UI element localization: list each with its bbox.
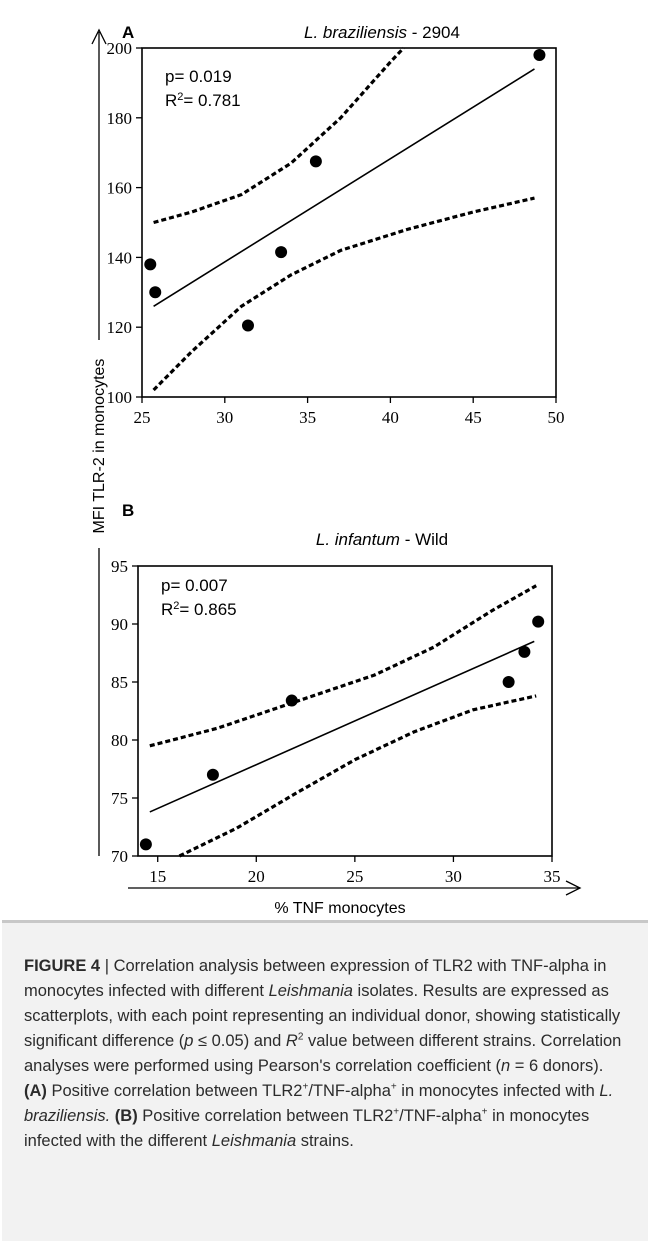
panel-b-data-point (532, 615, 545, 628)
caption-text: = 6 donors). (510, 1057, 604, 1075)
panel-b-fit (149, 640, 535, 813)
caption-text: Correlation analysis between expression … (24, 957, 607, 1000)
panel-a-p-value: p= 0.019 (165, 67, 232, 86)
panel-b-ticks: 15 20 25 30 35 70 75 80 85 90 95 (111, 557, 561, 886)
caption-figure-label: FIGURE 4 (24, 957, 101, 975)
caption-separator: | (100, 957, 114, 975)
panel-a-data-point (533, 48, 546, 61)
panel-b: B L. infantum - Wild 15 20 25 30 35 70 75 80 85 9… (111, 501, 561, 886)
panel-b-data-point (518, 645, 531, 658)
figure-4: A L. braziliensis - 2904 25 30 35 40 45 50 100… (91, 23, 582, 917)
caption-text: isolates. Results are expressed as scatt… (24, 982, 621, 1050)
panel-b-data-point (206, 768, 219, 781)
x-axis-arrow-head (565, 880, 582, 896)
panel-b-plot-frame (137, 565, 553, 857)
caption-text: ≤ 0.05) and (193, 1032, 286, 1050)
panel-a-y-tick-label: 160 (107, 179, 133, 198)
panel-b-r-squared: R2= 0.865 (161, 600, 237, 619)
panel-b-data-point (502, 676, 515, 688)
panel-b-y-tick-label: 75 (111, 789, 128, 808)
panel-b-ci-upper (149, 584, 537, 748)
caption-text: in monocytes infected with the different (24, 1107, 590, 1150)
caption-italic: Leishmania (211, 1132, 297, 1150)
panel-a-points (144, 48, 546, 332)
panel-b-y-tick-label: 90 (111, 615, 128, 634)
panel-b-x-tick-label: 20 (248, 867, 265, 886)
panel-a-ci-lower (152, 196, 535, 392)
panel-a-ci-upper (153, 46, 405, 225)
y-axis-label: MFI TLR-2 in monocytes (91, 359, 108, 534)
panel-a-data-point (309, 155, 322, 168)
panel-a-x-tick-label: 45 (465, 408, 482, 427)
caption-text: Positive correlation between TLR2 (137, 1107, 394, 1125)
panel-a: A L. braziliensis - 2904 25 30 35 40 45 50 100… (107, 23, 565, 427)
figure-caption: FIGURE 4 | Correlation analysis between … (24, 954, 630, 1154)
panel-b-y-tick-label: 85 (111, 673, 128, 692)
caption-superscript: + (481, 1106, 488, 1118)
panel-b-x-tick-label: 15 (149, 867, 166, 886)
panel-a-title: L. braziliensis - 2904 (304, 23, 460, 42)
panel-a-y-tick-label: 180 (107, 109, 133, 128)
caption-box (2, 920, 648, 1241)
panel-a-y-tick-label: 120 (107, 318, 133, 337)
panel-b-x-tick-label: 25 (346, 867, 363, 886)
panel-b-p-value: p= 0.007 (161, 576, 228, 595)
panel-b-data-point (139, 838, 152, 851)
panel-a-y-tick-label: 200 (107, 39, 133, 58)
caption-superscript: 2 (297, 1031, 304, 1043)
panel-b-y-tick-label: 95 (111, 557, 128, 576)
caption-text: /TNF-alpha (308, 1082, 391, 1100)
panel-b-points (139, 615, 545, 851)
panel-b-y-tick-label: 70 (111, 847, 128, 866)
panel-a-x-tick-label: 50 (548, 408, 565, 427)
panel-b-data-point (285, 694, 298, 707)
panel-a-ticks: 25 30 35 40 45 50 100 120 140 160 180 200 (107, 39, 565, 427)
panel-a-plot-frame (141, 47, 557, 398)
caption-superscript: + (393, 1106, 400, 1118)
caption-text: in monocytes infected with (396, 1082, 600, 1100)
panel-b-x-tick-label: 35 (544, 867, 561, 886)
panel-b-title: L. infantum - Wild (316, 530, 448, 549)
caption-text: value between different strains. Correla… (24, 1032, 622, 1075)
panel-a-label: A (122, 23, 134, 42)
panel-a-data-point (144, 258, 157, 271)
panel-a-y-tick-label: 140 (107, 248, 133, 267)
caption-text: Positive correlation between TLR2 (46, 1082, 303, 1100)
panel-a-x-tick-label: 30 (216, 408, 233, 427)
caption-text: /TNF-alpha (399, 1107, 482, 1125)
caption-text: strains. (296, 1132, 354, 1150)
panel-b-y-tick-label: 80 (111, 731, 128, 750)
panel-a-x-tick-label: 40 (382, 408, 399, 427)
panel-a-fit (153, 68, 535, 307)
caption-panel-ref: (A) (24, 1082, 47, 1100)
shared-y-axis: MFI TLR-2 in monocytes (91, 28, 108, 856)
y-axis-arrow-head (91, 28, 107, 45)
shared-x-axis: % TNF monocytes (128, 880, 582, 917)
panel-a-regression-line (153, 68, 535, 307)
panel-a-confidence-bands (152, 46, 535, 392)
panel-b-x-tick-label: 30 (445, 867, 462, 886)
panel-a-data-point (149, 286, 162, 299)
panel-b-ci-lower (178, 694, 537, 858)
caption-italic: Leishmania (268, 982, 353, 1000)
panel-b-label: B (122, 501, 134, 520)
panel-a-r-squared: R2= 0.781 (165, 91, 241, 110)
x-axis-label: % TNF monocytes (274, 900, 405, 917)
panel-a-data-point (241, 319, 254, 332)
caption-superscript: + (390, 1081, 397, 1093)
caption-italic: L. braziliensis. (24, 1082, 614, 1125)
panel-b-regression-line (149, 640, 535, 813)
caption-italic: p (184, 1032, 194, 1050)
panel-a-x-tick-label: 35 (299, 408, 316, 427)
caption-italic: R (285, 1032, 298, 1050)
panel-a-y-tick-label: 100 (107, 388, 133, 407)
caption-superscript: + (302, 1081, 309, 1093)
caption-panel-ref: (B) (114, 1107, 138, 1125)
caption-italic: n (501, 1057, 511, 1075)
panel-b-confidence-bands (149, 584, 537, 858)
panel-a-x-tick-label: 25 (134, 408, 151, 427)
panel-a-data-point (275, 246, 288, 259)
